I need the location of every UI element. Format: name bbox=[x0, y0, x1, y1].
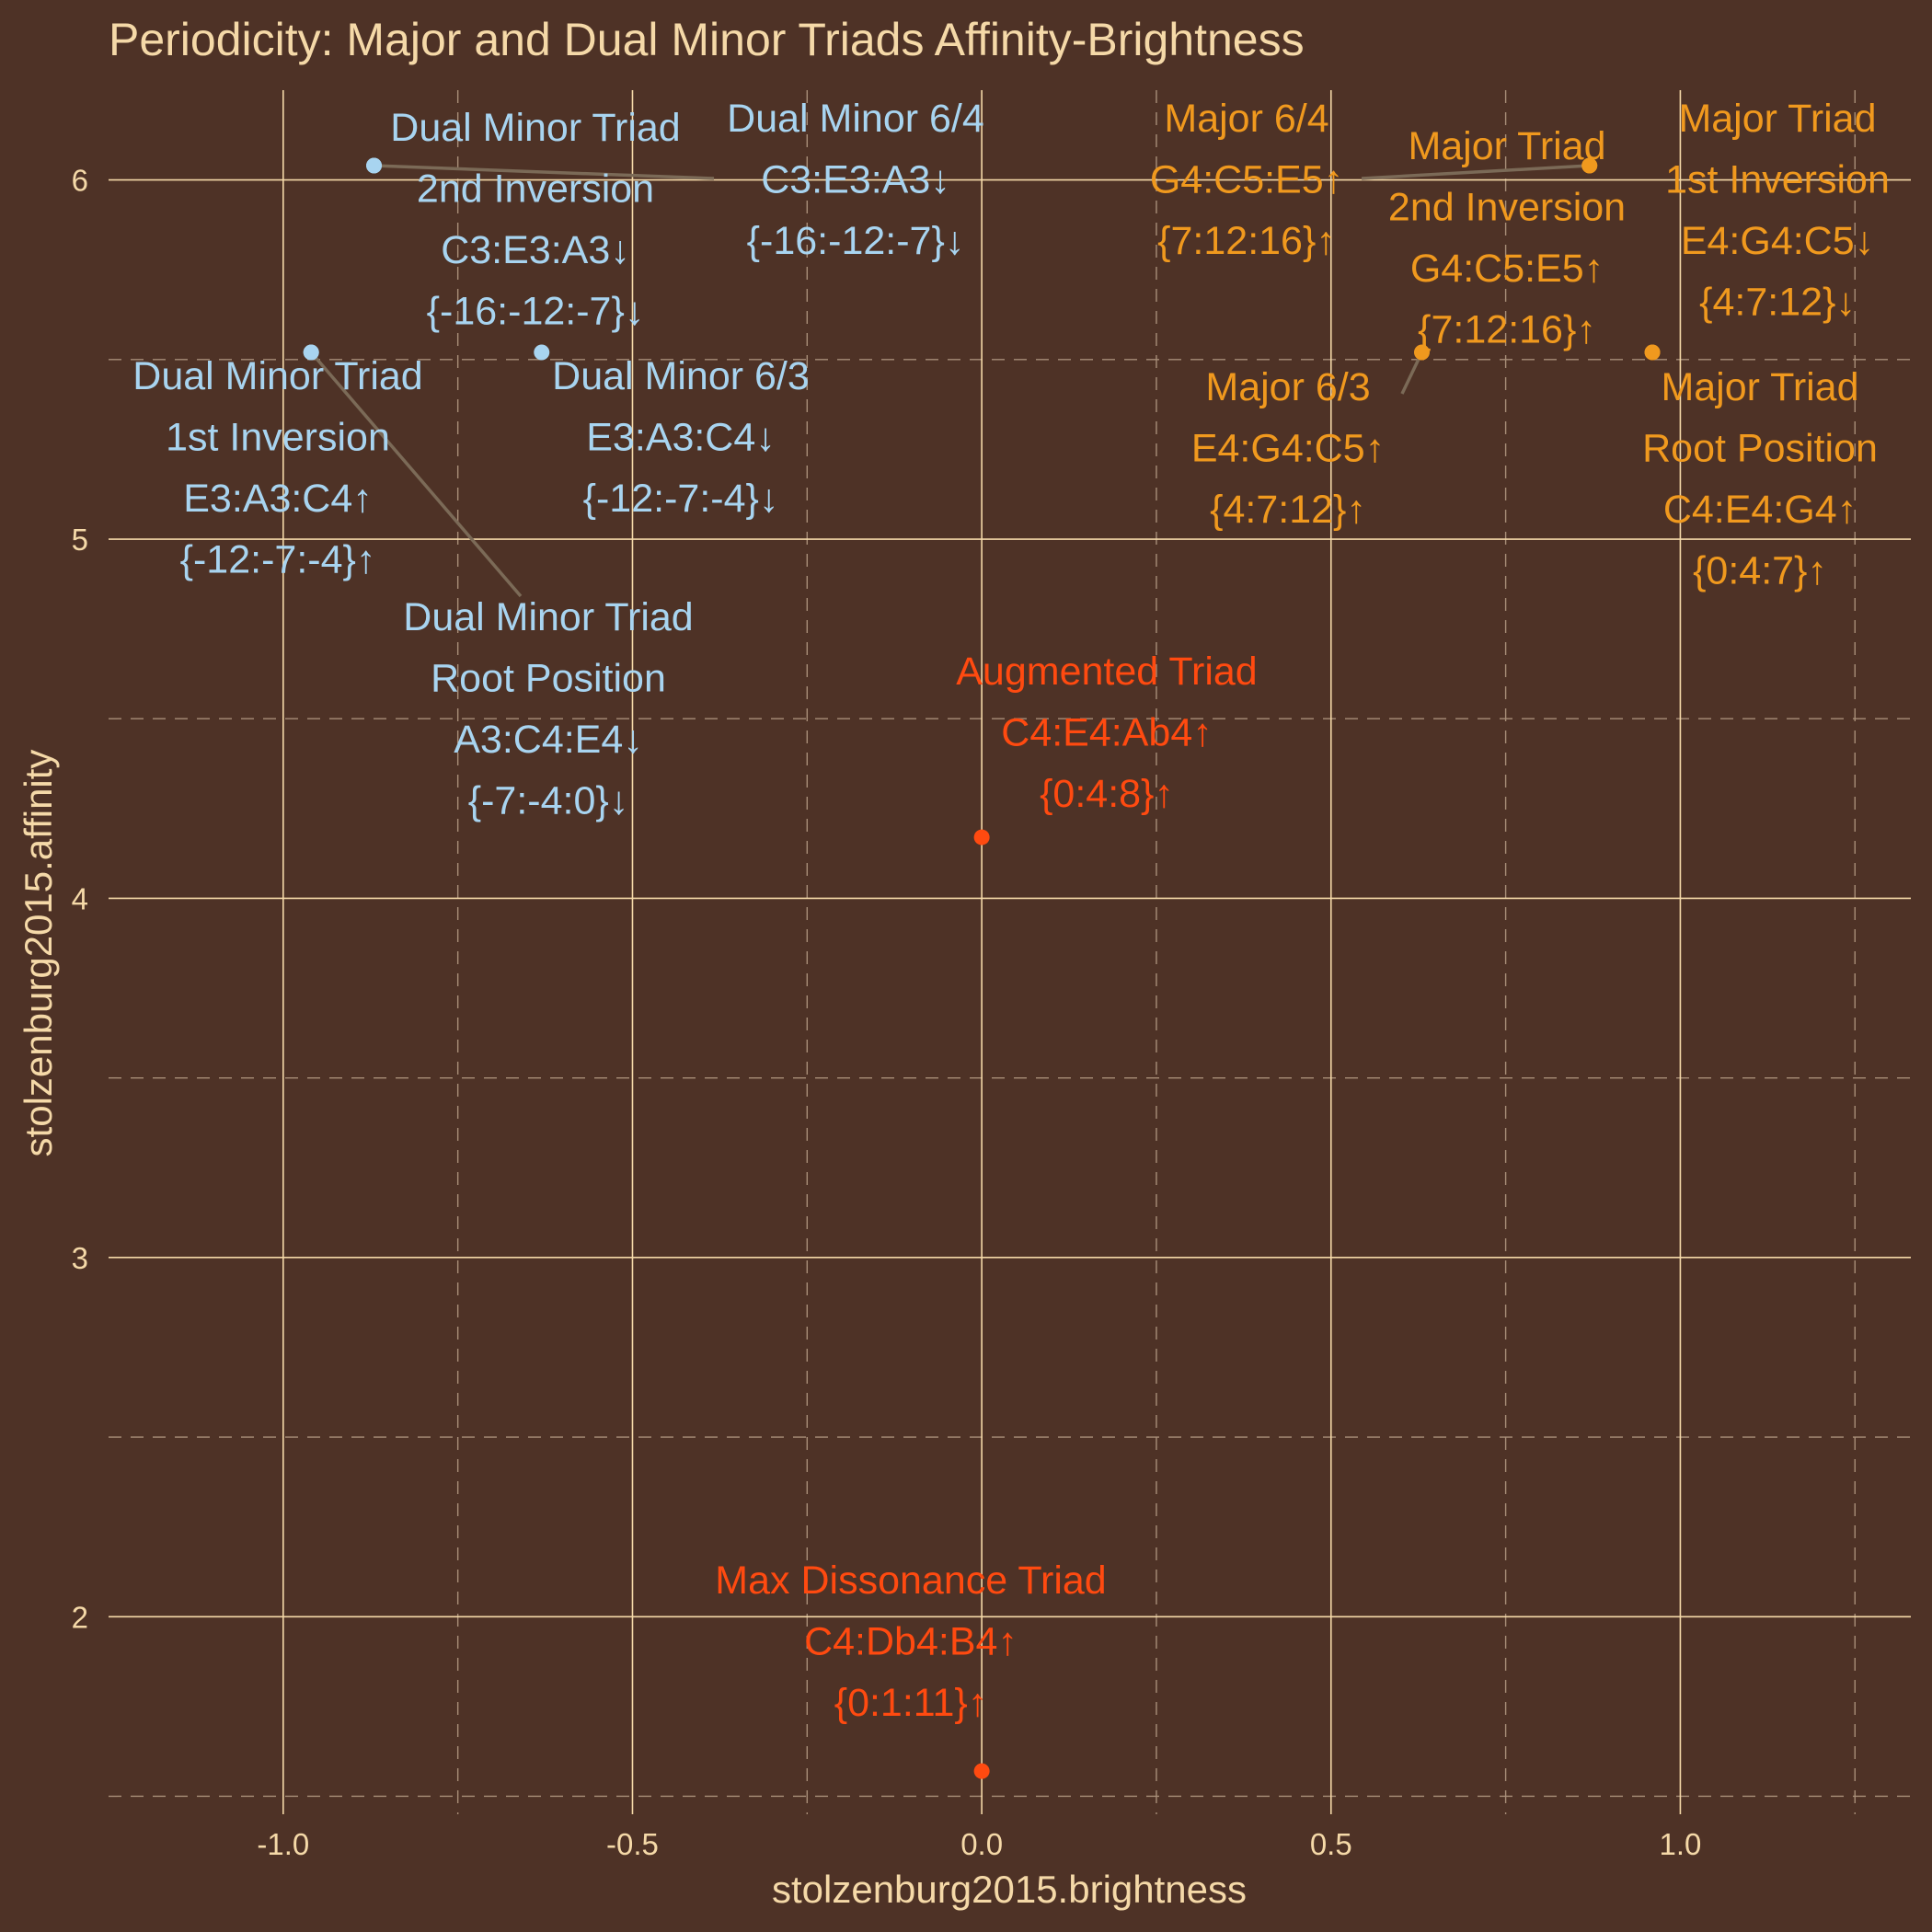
point-label-line: {4:7:12}↓ bbox=[1699, 281, 1856, 325]
point-label-line: {4:7:12}↑ bbox=[1210, 488, 1366, 532]
point-label-line: C4:E4:G4↑ bbox=[1663, 488, 1857, 532]
x-tick-label: -0.5 bbox=[606, 1827, 659, 1861]
point-label-line: {0:1:11}↑ bbox=[834, 1681, 988, 1725]
data-point bbox=[1644, 344, 1661, 361]
point-label-line: E4:G4:C5↑ bbox=[1191, 427, 1385, 471]
x-tick-label: 0.5 bbox=[1310, 1827, 1352, 1861]
grid bbox=[109, 90, 1911, 1814]
point-label-line: Max Dissonance Triad bbox=[715, 1558, 1106, 1603]
point-label-line: Root Position bbox=[1642, 427, 1878, 471]
x-axis-title: stolzenburg2015.brightness bbox=[772, 1868, 1247, 1911]
point-label-line: {0:4:8}↑ bbox=[1040, 772, 1174, 816]
point-label-line: Dual Minor 6/4 bbox=[727, 97, 984, 141]
label-connector bbox=[1361, 164, 1590, 180]
point-label-line: E4:G4:C5↓ bbox=[1681, 219, 1874, 263]
point-label-line: Major 6/4 bbox=[1164, 97, 1328, 141]
point-label-line: A3:C4:E4↓ bbox=[454, 718, 643, 762]
point-label-line: C3:E3:A3↓ bbox=[761, 158, 950, 202]
point-label-line: Major Triad bbox=[1678, 97, 1876, 141]
point-label-line: G4:C5:E5↑ bbox=[1410, 247, 1604, 291]
point-label-line: Root Position bbox=[431, 657, 666, 701]
y-tick-label: 6 bbox=[72, 164, 88, 198]
point-label-line: E3:A3:C4↓ bbox=[586, 416, 776, 460]
point-label-line: Augmented Triad bbox=[956, 650, 1257, 694]
data-points bbox=[303, 157, 1661, 1779]
data-point bbox=[366, 157, 383, 174]
point-label-line: Major 6/3 bbox=[1205, 365, 1370, 409]
point-label-line: {-12:-7:-4}↑ bbox=[180, 538, 376, 582]
data-point bbox=[303, 344, 319, 361]
point-label-line: 2nd Inversion bbox=[1388, 186, 1626, 230]
data-point bbox=[534, 344, 550, 361]
point-label-line: Dual Minor Triad bbox=[390, 106, 680, 150]
y-tick-label: 3 bbox=[72, 1241, 88, 1275]
point-label-line: 1st Inversion bbox=[166, 416, 390, 460]
y-tick-label: 5 bbox=[72, 523, 88, 557]
point-label-line: Major Triad bbox=[1661, 365, 1858, 409]
point-label-line: G4:C5:E5↑ bbox=[1150, 158, 1343, 202]
point-label-line: {7:12:16}↑ bbox=[1157, 219, 1336, 263]
data-point bbox=[973, 829, 990, 845]
point-label-line: C3:E3:A3↓ bbox=[441, 228, 630, 272]
point-label-line: Dual Minor Triad bbox=[132, 354, 422, 398]
y-axis-title: stolzenburg2015.affinity bbox=[17, 750, 60, 1157]
point-label-line: {-16:-12:-7}↓ bbox=[427, 290, 645, 334]
point-label-line: 1st Inversion bbox=[1665, 158, 1890, 202]
axis-ticks: -1.0 -0.5 0.0 0.5 1.0 2 3 4 5 6 bbox=[72, 164, 1702, 1861]
label-connector bbox=[309, 351, 523, 598]
point-label-line: Major Triad bbox=[1408, 124, 1605, 168]
point-label-line: E3:A3:C4↑ bbox=[183, 477, 373, 521]
label-connector bbox=[374, 164, 715, 180]
point-label-line: Dual Minor Triad bbox=[403, 595, 693, 639]
point-label-line: {0:4:7}↑ bbox=[1693, 549, 1827, 593]
data-point bbox=[973, 1763, 990, 1779]
point-label-line: {-16:-12:-7}↓ bbox=[747, 219, 965, 263]
point-label-line: {-12:-7:-4}↓ bbox=[583, 477, 779, 521]
point-labels: Dual Minor Triad 1st Inversion E3:A3:C4↑ {-… bbox=[132, 97, 1890, 1725]
point-label-line: {7:12:16}↑ bbox=[1418, 308, 1596, 352]
data-point bbox=[1581, 157, 1598, 174]
point-label-line: C4:E4:Ab4↑ bbox=[1001, 711, 1212, 755]
y-tick-label: 2 bbox=[72, 1600, 88, 1634]
x-tick-label: 1.0 bbox=[1659, 1827, 1701, 1861]
point-label-line: {-7:-4:0}↓ bbox=[468, 779, 629, 823]
data-point bbox=[1413, 344, 1430, 361]
point-label-line: Dual Minor 6/3 bbox=[552, 354, 810, 398]
y-tick-label: 4 bbox=[72, 881, 88, 915]
x-tick-label: -1.0 bbox=[257, 1827, 309, 1861]
chart-title: Periodicity: Major and Dual Minor Triads… bbox=[109, 14, 1305, 65]
point-label-line: C4:Db4:B4↑ bbox=[804, 1620, 1018, 1664]
x-tick-label: 0.0 bbox=[960, 1827, 1003, 1861]
point-label-line: 2nd Inversion bbox=[417, 167, 654, 212]
